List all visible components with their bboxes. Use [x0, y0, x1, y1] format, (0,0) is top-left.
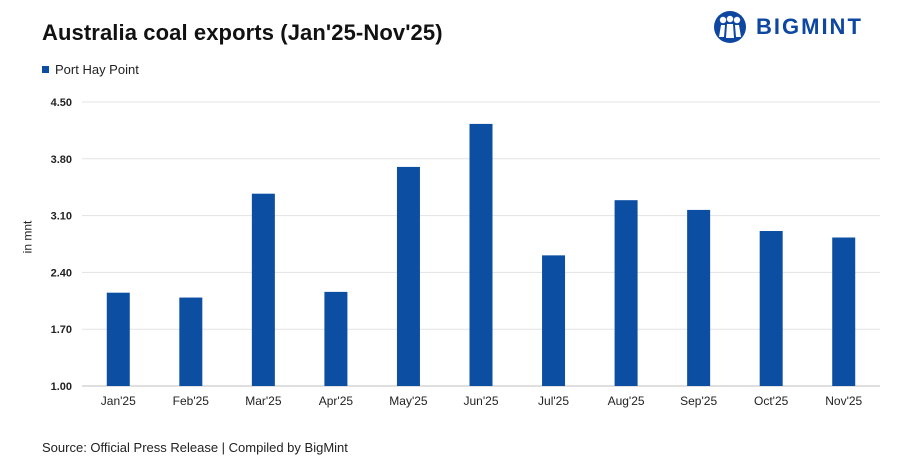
bar [614, 200, 638, 386]
y-tick-label: 1.00 [51, 381, 72, 393]
x-tick-label: Jul'25 [538, 394, 569, 408]
legend-swatch [42, 66, 49, 73]
bar [542, 255, 566, 386]
x-tick-label: Nov'25 [825, 394, 862, 408]
x-tick-label: Aug'25 [608, 394, 645, 408]
y-tick-label: 4.50 [51, 97, 72, 109]
x-tick-label: Sep'25 [680, 394, 717, 408]
bar [469, 123, 493, 386]
x-tick-label: Mar'25 [245, 394, 282, 408]
bar [251, 193, 275, 386]
bar [759, 231, 783, 386]
x-tick-label: May'25 [389, 394, 428, 408]
y-tick-label: 2.40 [51, 267, 72, 279]
y-tick-label: 3.80 [51, 154, 72, 166]
brand-logo: BIGMINT [712, 10, 863, 44]
bar [179, 297, 203, 386]
x-tick-label: Jan'25 [101, 394, 136, 408]
x-tick-label: Oct'25 [754, 394, 789, 408]
chart-legend: Port Hay Point [42, 62, 139, 77]
y-tick-label: 3.10 [51, 211, 72, 223]
bar [687, 209, 711, 386]
y-tick-label: 1.70 [51, 324, 72, 336]
source-note: Source: Official Press Release | Compile… [42, 440, 348, 455]
x-tick-label: Jun'25 [464, 394, 499, 408]
bar [396, 166, 420, 386]
x-tick-label: Apr'25 [319, 394, 354, 408]
brand-name: BIGMINT [756, 14, 863, 39]
bar [832, 237, 856, 386]
x-tick-label: Feb'25 [173, 394, 210, 408]
chart-title: Australia coal exports (Jan'25-Nov'25) [42, 20, 443, 45]
bar [106, 292, 130, 386]
legend-label: Port Hay Point [55, 62, 139, 77]
bar [324, 291, 348, 386]
bigmint-logo-icon [714, 11, 746, 43]
